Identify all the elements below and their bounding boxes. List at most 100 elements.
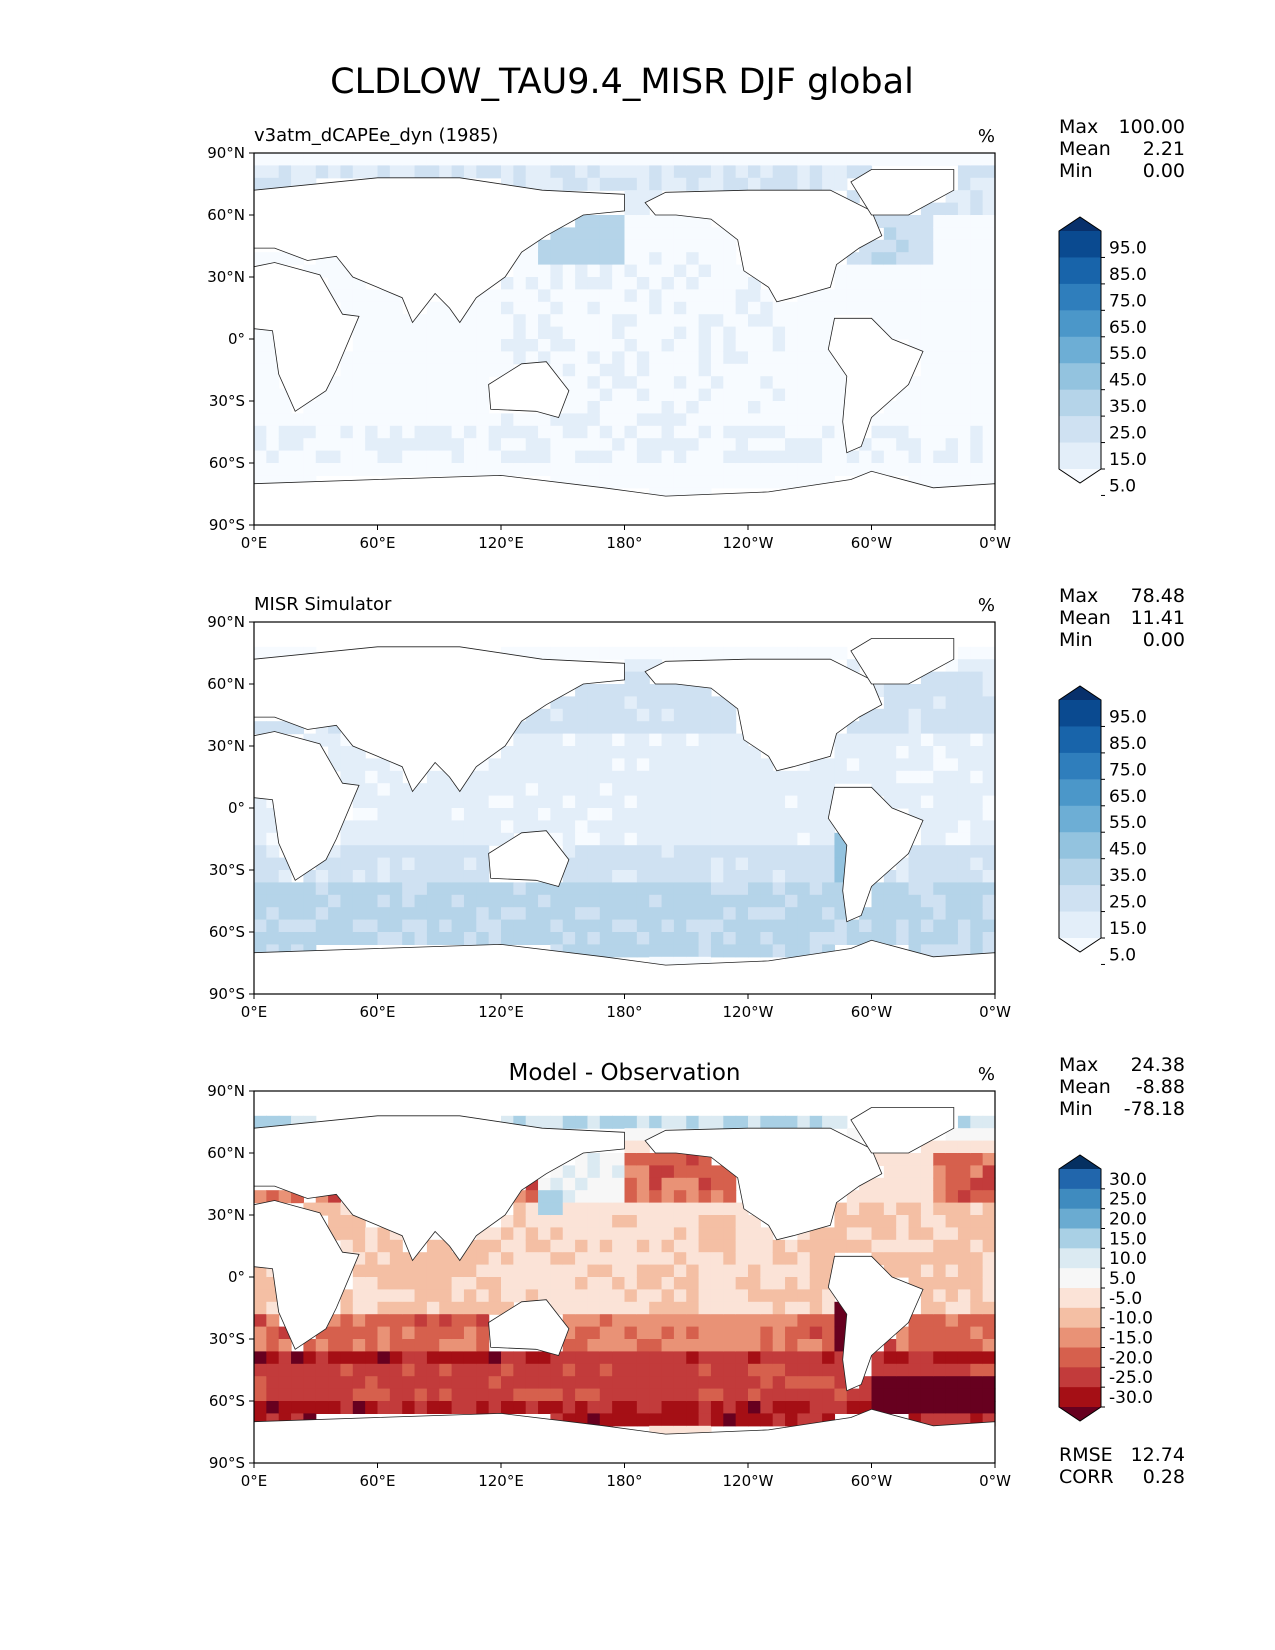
- field-cell: [636, 425, 650, 439]
- field-cell: [476, 845, 490, 859]
- field-cell: [785, 1376, 798, 1390]
- field-cell: [414, 783, 428, 797]
- field-cell: [735, 907, 749, 921]
- field-cell: [785, 646, 798, 660]
- field-cell: [908, 289, 922, 303]
- field-cell: [254, 1277, 267, 1290]
- field-cell: [785, 845, 798, 859]
- field-cell: [957, 1177, 971, 1191]
- field-cell: [661, 463, 675, 476]
- field-cell: [513, 450, 527, 464]
- field-cell: [760, 1227, 774, 1241]
- figure-title: CLDLOW_TAU9.4_MISR DJF global: [330, 62, 914, 102]
- field-cell: [772, 388, 786, 402]
- field-cell: [624, 339, 638, 352]
- field-cell: [710, 438, 724, 452]
- field-cell: [525, 339, 539, 352]
- field-cell: [439, 1277, 453, 1290]
- field-cell: [476, 450, 490, 464]
- field-cell: [636, 770, 650, 784]
- field-cell: [624, 1190, 638, 1204]
- field-cell: [982, 351, 996, 365]
- field-cell: [599, 277, 613, 290]
- field-cell: [686, 301, 700, 315]
- field-cell: [698, 363, 712, 377]
- field-cell: [587, 153, 601, 166]
- field-cell: [599, 252, 613, 266]
- field-cell: [710, 475, 724, 489]
- field-cell: [365, 413, 379, 427]
- field-cell: [945, 919, 959, 933]
- field-cell: [278, 721, 292, 735]
- field-cell: [414, 165, 428, 179]
- field-cell: [896, 708, 910, 722]
- field-cell: [760, 907, 774, 921]
- field-cell: [488, 832, 502, 846]
- x-tick-label: 120°E: [478, 534, 524, 552]
- field-cell: [587, 882, 601, 896]
- y-tick-label: 30°N: [207, 737, 245, 755]
- field-cell: [883, 783, 897, 797]
- field-cell: [698, 770, 712, 784]
- field-cell: [822, 1326, 836, 1340]
- field-cell: [365, 845, 379, 859]
- field-cell: [587, 1165, 601, 1179]
- field-cell: [883, 1401, 897, 1414]
- field-cell: [599, 363, 613, 377]
- field-cell: [760, 339, 774, 352]
- field-cell: [710, 1115, 724, 1129]
- field-cell: [439, 857, 453, 871]
- field-cell: [451, 153, 465, 166]
- field-cell: [871, 770, 885, 784]
- field-cell: [575, 339, 589, 352]
- field-cell: [612, 721, 626, 735]
- field-cell: [439, 1264, 453, 1278]
- field-cell: [920, 1252, 934, 1266]
- field-cell: [673, 1277, 687, 1290]
- field-cell: [797, 425, 811, 439]
- field-cell: [982, 376, 996, 390]
- field-cell: [365, 907, 379, 921]
- stat-label: Min: [1059, 1098, 1093, 1120]
- field-cell: [649, 882, 663, 896]
- field-cell: [463, 919, 477, 933]
- field-cell: [809, 450, 823, 464]
- field-cell: [488, 907, 502, 921]
- field-cell: [748, 1314, 761, 1328]
- field-cell: [698, 733, 712, 747]
- field-cell: [673, 314, 687, 328]
- field-cell: [624, 870, 638, 883]
- field-cell: [476, 1277, 490, 1290]
- field-cell: [451, 845, 465, 859]
- field-cell: [414, 388, 428, 402]
- field-cell: [772, 450, 786, 464]
- field-cell: [254, 1376, 267, 1390]
- field-cell: [538, 907, 551, 921]
- field-cell: [723, 165, 737, 179]
- field-cell: [896, 1239, 910, 1253]
- y-tick-label: 0°: [228, 799, 245, 817]
- field-cell: [982, 1289, 996, 1303]
- field-cell: [920, 783, 934, 797]
- field-cell: [686, 264, 700, 278]
- field-cell: [550, 1202, 564, 1216]
- field-cell: [575, 1326, 589, 1340]
- field-cell: [254, 165, 267, 179]
- colorbar-tick-label: 75.0: [1109, 291, 1147, 311]
- field-cell: [970, 659, 984, 673]
- field-cell: [859, 746, 873, 759]
- field-cell: [883, 215, 897, 228]
- field-cell: [661, 845, 675, 859]
- field-cell: [661, 1165, 675, 1179]
- field-cell: [636, 239, 650, 253]
- field-cell: [908, 413, 922, 427]
- field-cell: [957, 894, 971, 908]
- field-cell: [846, 301, 860, 315]
- field-cell: [933, 351, 947, 365]
- field-cell: [562, 239, 576, 253]
- coastline: [827, 317, 924, 454]
- field-cell: [970, 1140, 984, 1154]
- field-cell: [587, 1153, 601, 1166]
- field-cell: [624, 671, 638, 685]
- field-cell: [698, 376, 712, 390]
